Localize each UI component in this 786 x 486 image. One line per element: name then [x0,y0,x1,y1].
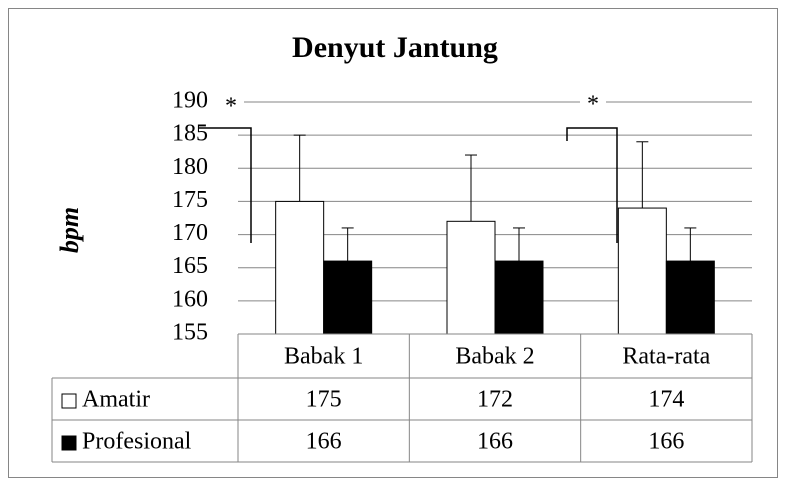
error-bar [293,134,306,202]
annotation: * [225,94,237,120]
legend-label: Amatir [82,387,150,413]
y-tick-label: 155 [172,320,208,346]
annotation-bg [580,92,606,112]
y-tick-label: 175 [172,187,208,213]
table-value: 166 [648,429,684,455]
significance-bracket [198,127,252,243]
chart-title: Denyut Jantung [292,31,498,64]
y-tick-label: 185 [172,121,208,147]
error-bar [465,154,477,222]
bar [665,260,715,335]
table-value: 166 [306,429,342,455]
x-tick-label: Babak 2 [455,344,534,370]
table-value: 174 [648,387,684,413]
x-tick-label: Rata-rata [622,344,710,370]
bar [323,260,373,335]
table-value: 166 [477,429,513,455]
y-tick-label: 180 [172,154,208,180]
annotation-bg [218,94,244,114]
legend-label: Profesional [82,429,192,455]
bar [275,200,325,335]
legend-swatch [61,393,77,409]
table-value: 175 [306,387,342,413]
bar [617,207,667,335]
error-bar [684,227,697,262]
y-tick-label: 190 [172,88,208,114]
y-axis-label: bpm [55,207,84,253]
bar [446,220,496,335]
significance-bracket [566,127,618,243]
bar [494,260,544,335]
y-tick-label: 165 [172,253,208,279]
x-tick-label: Babak 1 [284,344,363,370]
table-value: 172 [477,387,513,413]
error-bar [513,227,525,262]
y-tick-label: 160 [172,286,208,312]
error-bar [636,141,649,209]
error-bar [341,227,354,262]
y-tick-label: 170 [172,220,208,246]
annotation: * [587,92,599,118]
legend-swatch [61,435,77,451]
